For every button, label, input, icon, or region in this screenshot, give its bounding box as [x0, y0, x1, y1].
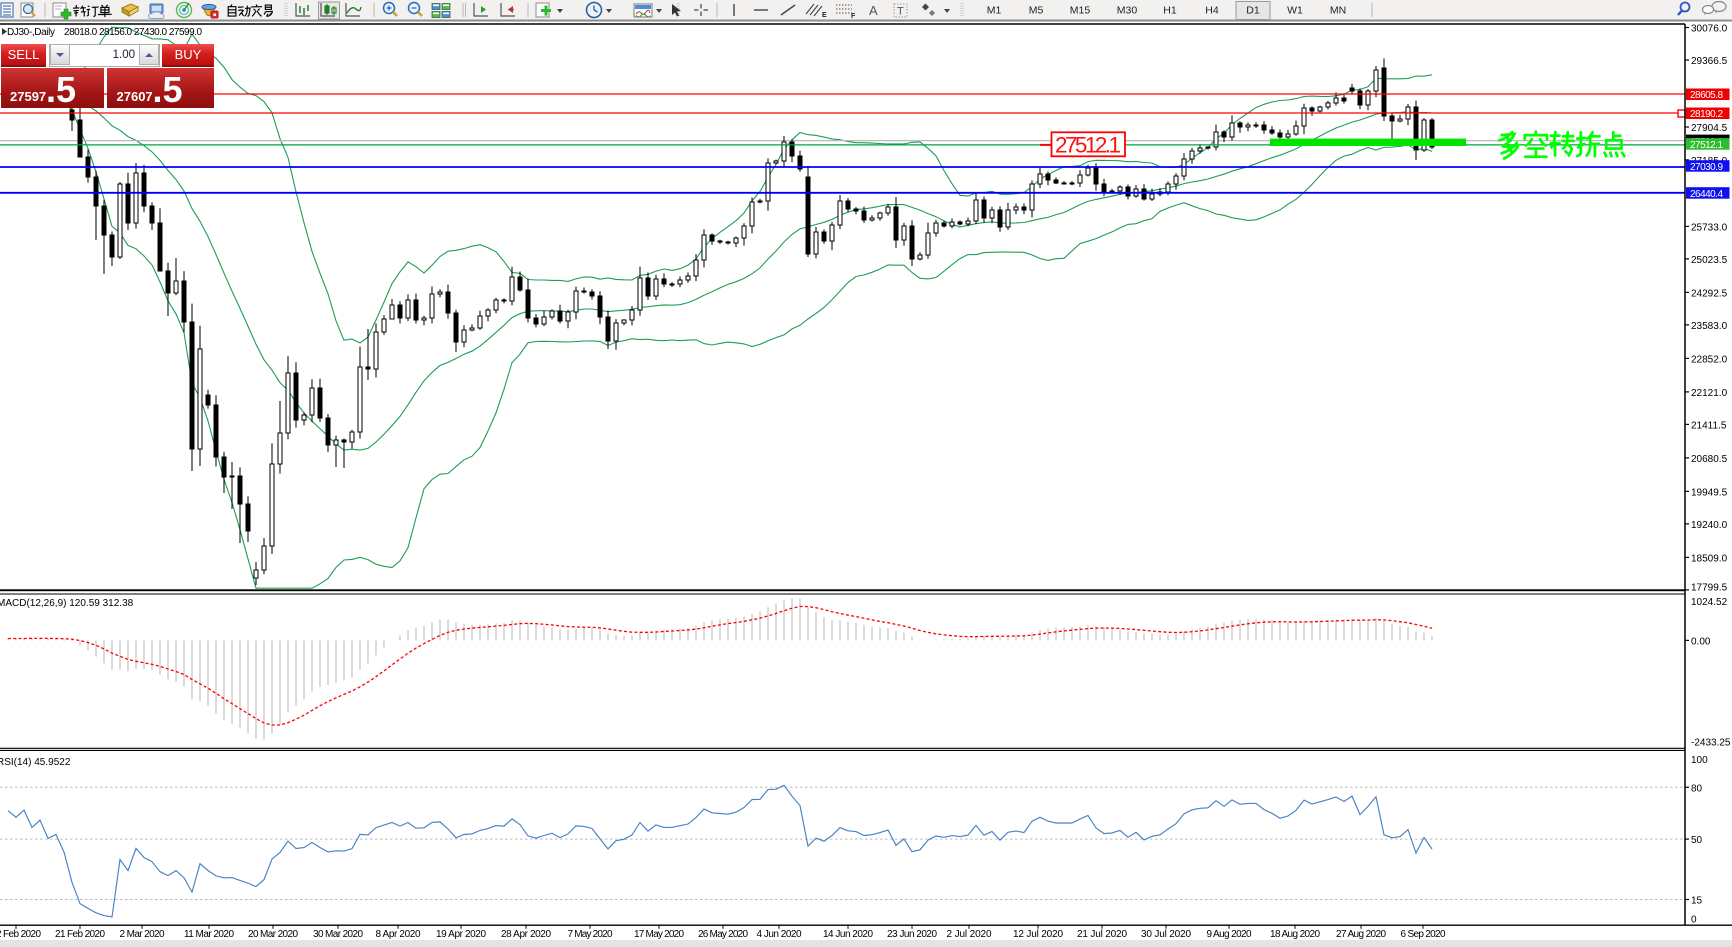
svg-text:9 Aug 2020: 9 Aug 2020	[1207, 929, 1252, 940]
svg-text:27030.9: 27030.9	[1690, 162, 1723, 173]
svg-text:21411.5: 21411.5	[1691, 420, 1727, 431]
svg-text:27 Aug 2020: 27 Aug 2020	[1336, 929, 1386, 940]
svg-text:M5: M5	[1029, 5, 1044, 17]
svg-text:6 Sep 2020: 6 Sep 2020	[1401, 929, 1446, 940]
svg-text:23 Jun 2020: 23 Jun 2020	[887, 929, 937, 940]
svg-text:20 Mar 2020: 20 Mar 2020	[248, 929, 298, 940]
svg-text:0.00: 0.00	[1691, 636, 1711, 647]
svg-text:22852.0: 22852.0	[1691, 354, 1728, 365]
svg-text:27512.1: 27512.1	[1055, 133, 1121, 158]
svg-text:12 Jul 2020: 12 Jul 2020	[1013, 929, 1063, 940]
svg-text:-2433.25: -2433.25	[1691, 738, 1731, 749]
svg-text:8 Apr 2020: 8 Apr 2020	[376, 929, 421, 940]
svg-text:50: 50	[1691, 835, 1703, 846]
svg-text:7 May 2020: 7 May 2020	[568, 929, 613, 940]
svg-text:M1: M1	[987, 5, 1002, 17]
svg-text:E: E	[822, 12, 827, 19]
svg-text:25733.0: 25733.0	[1691, 222, 1728, 233]
svg-text:80: 80	[1691, 783, 1703, 794]
svg-text:29366.5: 29366.5	[1691, 56, 1728, 67]
svg-text:26440.4: 26440.4	[1690, 189, 1723, 200]
svg-text:27904.5: 27904.5	[1691, 123, 1728, 134]
svg-text:30076.0: 30076.0	[1691, 24, 1728, 35]
svg-text:27512.1: 27512.1	[1690, 140, 1723, 151]
svg-text:17799.5: 17799.5	[1691, 583, 1728, 594]
svg-text:A: A	[869, 3, 878, 18]
svg-text:22121.0: 22121.0	[1691, 388, 1728, 399]
svg-text:28605.8: 28605.8	[1690, 90, 1723, 101]
svg-text:M30: M30	[1117, 5, 1138, 17]
svg-text:100: 100	[1691, 755, 1708, 766]
svg-text:14 Jun 2020: 14 Jun 2020	[823, 929, 873, 940]
svg-text:15: 15	[1691, 896, 1703, 907]
svg-text:28018.0 28156.0 27430.0 27599.: 28018.0 28156.0 27430.0 27599.0	[64, 27, 202, 38]
svg-text:30 Jul 2020: 30 Jul 2020	[1141, 929, 1191, 940]
svg-text:11 Mar 2020: 11 Mar 2020	[184, 929, 234, 940]
svg-text:1024.52: 1024.52	[1691, 597, 1728, 608]
svg-text:MN: MN	[1330, 5, 1346, 17]
svg-text:24292.5: 24292.5	[1691, 288, 1728, 299]
svg-text:19 Apr 2020: 19 Apr 2020	[436, 929, 486, 940]
svg-text:21 Jul 2020: 21 Jul 2020	[1077, 929, 1127, 940]
svg-text:D1: D1	[1246, 5, 1260, 17]
svg-text:19240.0: 19240.0	[1691, 520, 1728, 531]
svg-text:18509.0: 18509.0	[1691, 553, 1728, 564]
svg-text:W1: W1	[1287, 5, 1303, 17]
svg-text:30 Mar 2020: 30 Mar 2020	[313, 929, 363, 940]
svg-text:RSI(14) 45.9522: RSI(14) 45.9522	[0, 757, 71, 768]
svg-text:H1: H1	[1163, 5, 1177, 17]
svg-text:28 Apr 2020: 28 Apr 2020	[501, 929, 551, 940]
svg-text:2 Jul 2020: 2 Jul 2020	[947, 929, 992, 940]
svg-text:M15: M15	[1070, 5, 1091, 17]
svg-text:F: F	[851, 13, 856, 20]
svg-text:20680.5: 20680.5	[1691, 454, 1728, 465]
svg-text:26 May 2020: 26 May 2020	[698, 929, 748, 940]
svg-text:17 May 2020: 17 May 2020	[634, 929, 684, 940]
svg-text:12 Feb 2020: 12 Feb 2020	[0, 929, 41, 940]
svg-text:18 Aug 2020: 18 Aug 2020	[1270, 929, 1320, 940]
svg-text:MACD(12,26,9) 120.59 312.38: MACD(12,26,9) 120.59 312.38	[0, 598, 134, 609]
svg-text:25023.5: 25023.5	[1691, 255, 1728, 266]
svg-text:2 Mar 2020: 2 Mar 2020	[120, 929, 165, 940]
svg-text:4 Jun 2020: 4 Jun 2020	[757, 929, 802, 940]
svg-text:23583.0: 23583.0	[1691, 321, 1728, 332]
svg-text:H4: H4	[1205, 5, 1219, 17]
svg-text:19949.5: 19949.5	[1691, 487, 1728, 498]
svg-text:DJ30-,Daily: DJ30-,Daily	[7, 27, 55, 38]
svg-text:21 Feb 2020: 21 Feb 2020	[55, 929, 105, 940]
svg-text:0: 0	[1691, 915, 1697, 926]
svg-text:28190.2: 28190.2	[1690, 109, 1723, 120]
svg-text:T: T	[897, 6, 904, 18]
